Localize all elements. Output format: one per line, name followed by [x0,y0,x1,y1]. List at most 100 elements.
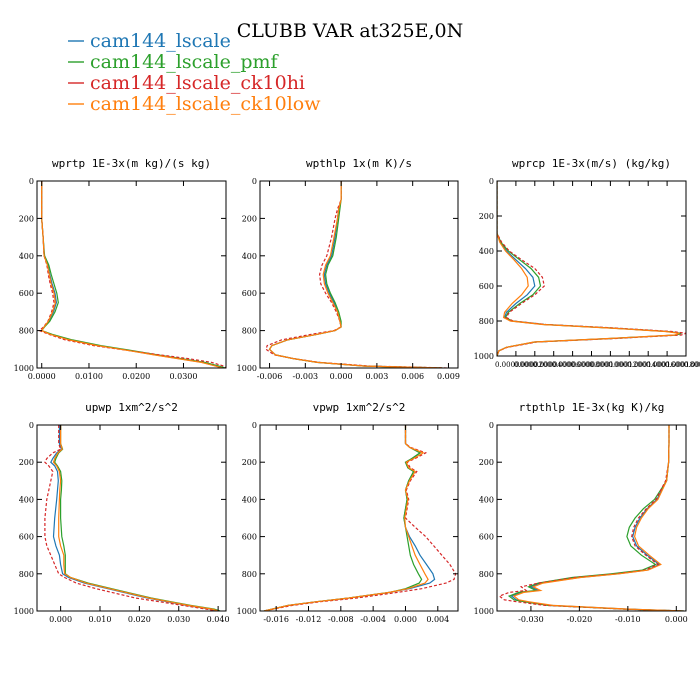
panel-1-ytick-label-0: 0 [252,177,257,186]
panel-2: wprcp 1E-3x(m/s) (kg/kg) 0 200 400 600 800 100… [474,157,700,369]
panel-4-series-1 [263,425,423,611]
panel-4-xtick-label-5: 0.004 [426,615,449,624]
panel-5-xtick-label-2: -0.010 [615,615,641,624]
panel-3-series-1 [54,425,221,611]
panel-2-ytick-label-2: 400 [479,247,494,256]
panel-1-ytick-label-1: 200 [242,214,257,223]
panel-5-ytick-label-5: 1000 [474,607,494,616]
legend-label-1: cam144_lscale_pmf [90,51,280,73]
panel-4-xtick-label-3: -0.004 [360,615,386,624]
panel-0: wprtp 1E-3x(m kg)/(s kg) 0 200 400 600 800 100… [14,157,227,381]
panel-1: wpthlp 1x(m K)/s 0 200 400 600 800 1000-0.006 -… [237,157,460,381]
panel-1-ytick-label-2: 400 [242,252,257,261]
panel-3-ytick-label-4: 800 [19,570,34,579]
panel-0-ytick-label-2: 400 [19,252,34,261]
panel-5-ytick-label-1: 200 [479,458,494,467]
panel-0-xtick-label-1: 0.0100 [75,372,103,381]
panel-3: upwp 1xm^2/s^2 0 200 400 600 800 1000 0.000 0.01… [14,401,230,624]
panel-1-xtick-label-4: 0.006 [401,372,424,381]
legend-label-3: cam144_lscale_ck10low [90,93,321,115]
panel-0-ytick-label-3: 600 [19,289,34,298]
panel-4-xtick-label-2: -0.008 [328,615,354,624]
panel-5-series-1 [507,425,684,611]
panel-1-series-2 [265,181,449,368]
panel-4-ytick-label-4: 800 [242,570,257,579]
panel-1-series-1 [268,181,443,368]
panel-4: vpwp 1xm^2/s^2 0 200 400 600 800 1000 -0.016 -0.… [237,401,459,624]
panel-1-ytick-label-3: 600 [242,289,257,298]
panel-2-xtick-label-7: 0.00014000 [627,361,669,369]
panel-4-xtick-label-0: -0.016 [263,615,289,624]
panel-2-ytick-label-4: 800 [479,317,494,326]
panel-0-ytick-label-5: 1000 [14,364,34,373]
panel-3-series-3 [52,425,219,611]
panel-2-xtick-label-2: 0.00004000 [533,361,575,369]
panel-2-series-3 [497,181,680,356]
panel-5-ytick-label-2: 400 [479,495,494,504]
panel-3-series-2 [44,425,219,611]
panel-3-ytick-label-1: 200 [19,458,34,467]
panel-3-ytick-label-2: 400 [19,495,34,504]
panel-3-ytick-label-3: 600 [19,533,34,542]
panel-2-xtick-label-5: 0.00010000 [590,361,632,369]
panel-4-frame [259,424,459,612]
panel-3-xtick-label-1: 0.010 [89,615,112,624]
panel-5-ytick-label-4: 800 [479,570,494,579]
panel-2-series-0 [497,181,682,356]
legend-label-2: cam144_lscale_ck10hi [90,72,305,94]
panel-5-xtick-label-3: 0.000 [665,615,688,624]
panel-5-series-2 [498,425,684,611]
panel-2-ytick-label-3: 600 [479,282,494,291]
panel-5-ytick-label-3: 600 [479,533,494,542]
panel-1-xtick-label-5: 0.009 [437,372,460,381]
panel-5-ytick-label-0: 0 [489,421,494,430]
panel-3-xtick-label-3: 0.030 [167,615,190,624]
panel-4-ytick-label-3: 600 [242,533,257,542]
panel-0-xtick-label-3: 0.0300 [169,372,197,381]
panel-2-xtick-label-3: 0.00006000 [552,361,594,369]
panel-2-xtick-label-0: 0.00000000 [495,361,537,369]
panel-0-ytick-label-4: 800 [19,327,34,336]
panel-1-xtick-label-3: 0.003 [365,372,388,381]
panel-1-xtick-label-0: -0.006 [257,372,283,381]
panel-1-frame [259,180,459,369]
panel-2-xtick-label-8: 0.00016000 [646,361,688,369]
panel-2-ytick-label-0: 0 [489,177,494,186]
panel-5-title: rtpthlp 1E-3x(kg K)/kg [519,401,665,414]
panel-5-xtick-label-0: -0.030 [518,615,544,624]
panel-0-frame [36,180,227,369]
panel-5: rtpthlp 1E-3x(kg K)/kg 0 200 400 600 800 1000 -… [474,401,688,624]
panel-2-ytick-label-5: 1000 [474,352,494,361]
panel-1-xtick-label-1: -0.003 [293,372,319,381]
panel-3-frame [36,424,227,612]
panel-1-ytick-label-4: 800 [242,327,257,336]
panel-1-ytick-label-5: 1000 [237,364,257,373]
panel-2-xtick-label-4: 0.00008000 [571,361,613,369]
panel-4-ytick-label-2: 400 [242,495,257,504]
panel-3-xtick-label-0: 0.000 [49,615,72,624]
panel-3-title: upwp 1xm^2/s^2 [85,401,178,414]
panel-0-series-3 [40,181,223,368]
figure-title: CLUBB VAR at325E,0N [237,20,463,42]
panel-4-title: vpwp 1xm^2/s^2 [313,401,406,414]
panel-2-ytick-label-1: 200 [479,212,494,221]
panel-4-ytick-label-5: 1000 [237,607,257,616]
panels: wprtp 1E-3x(m kg)/(s kg) 0 200 400 600 800 100… [14,157,700,624]
panel-1-series-3 [268,181,443,368]
panel-0-title: wprtp 1E-3x(m kg)/(s kg) [52,157,211,170]
panel-4-xtick-label-1: -0.012 [296,615,322,624]
panel-5-frame [496,424,687,612]
panel-0-xtick-label-2: 0.0200 [122,372,150,381]
panel-1-series-0 [268,181,443,368]
panel-4-xtick-label-4: 0.000 [394,615,417,624]
panel-4-series-0 [263,425,436,611]
panel-4-series-2 [263,425,457,611]
panel-3-xtick-label-4: 0.040 [207,615,230,624]
panel-2-title: wprcp 1E-3x(m/s) (kg/kg) [512,157,671,170]
panel-0-ytick-label-0: 0 [29,177,34,186]
panel-1-xtick-label-2: 0.000 [330,372,353,381]
panel-3-ytick-label-5: 1000 [14,607,34,616]
